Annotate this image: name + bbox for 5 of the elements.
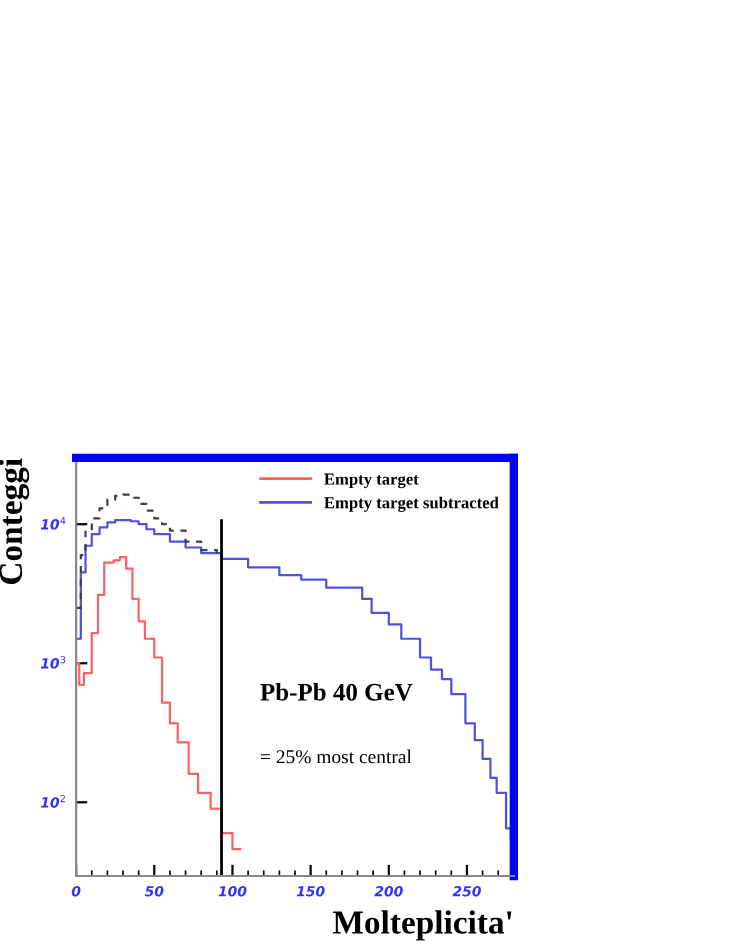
x-axis-title: Molteplicita'	[333, 910, 512, 941]
legend-label: Empty target	[324, 473, 419, 489]
annotation: Pb-Pb 40 GeV	[260, 683, 413, 701]
annotation: = 25% most central	[260, 749, 412, 764]
legend-label: Empty target subtracted	[324, 496, 499, 512]
